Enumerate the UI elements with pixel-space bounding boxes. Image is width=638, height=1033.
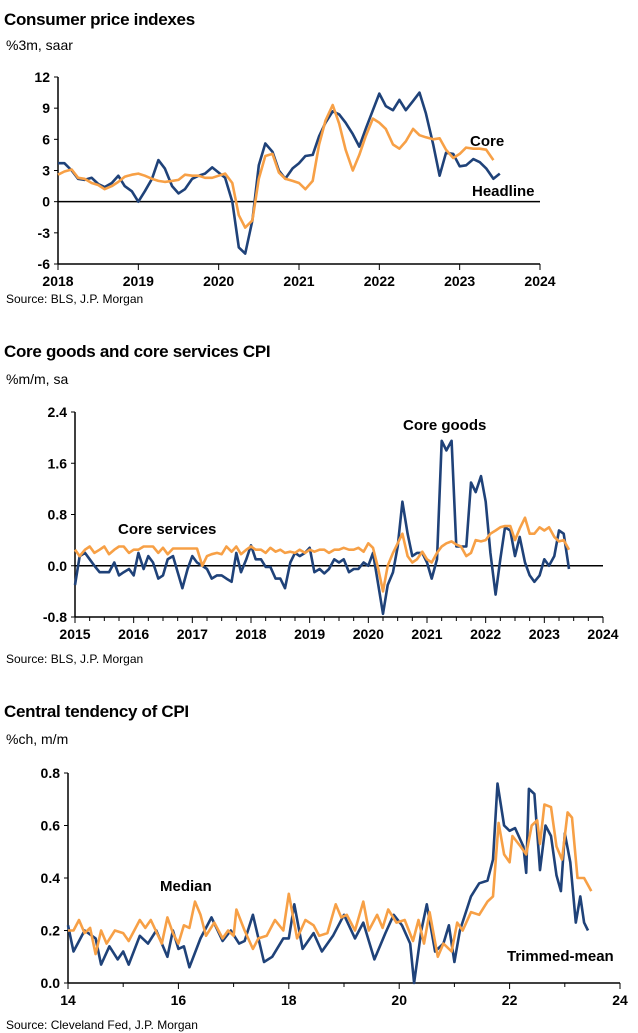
x-tick-label: 2024 xyxy=(587,626,618,642)
x-tick-label: 2023 xyxy=(529,626,560,642)
x-tick-label: 14 xyxy=(60,992,76,1008)
x-tick-label: 2021 xyxy=(283,273,314,289)
chart1-title: Consumer price indexes xyxy=(4,10,195,29)
series-line-core-services xyxy=(73,516,571,593)
y-tick-label: 0.0 xyxy=(48,558,68,574)
x-tick-label: 2018 xyxy=(42,273,73,289)
series-line-median xyxy=(68,803,593,959)
series-line-trimmed-mean xyxy=(66,782,590,985)
y-tick-label: 12 xyxy=(34,69,50,85)
y-tick-label: 0.2 xyxy=(41,923,61,939)
x-tick-label: 18 xyxy=(281,992,297,1008)
y-tick-label: 1.6 xyxy=(48,455,68,471)
x-tick-label: 2024 xyxy=(524,273,555,289)
y-tick-label: 0.8 xyxy=(41,765,61,781)
y-tick-label: 0.6 xyxy=(41,818,61,834)
series-label: Core goods xyxy=(403,417,486,434)
x-tick-label: 2018 xyxy=(235,626,266,642)
x-tick-label: 2019 xyxy=(294,626,325,642)
x-tick-label: 16 xyxy=(171,992,187,1008)
x-tick-label: 20 xyxy=(391,992,407,1008)
series-line-core xyxy=(57,103,495,229)
series-line-core-goods xyxy=(73,439,571,616)
x-tick-label: 2015 xyxy=(59,626,90,642)
y-tick-label: 6 xyxy=(42,131,50,147)
y-tick-label: -3 xyxy=(38,225,51,241)
x-tick-label: 22 xyxy=(502,992,518,1008)
series-label: Median xyxy=(160,878,212,895)
y-tick-label: 0.4 xyxy=(41,870,61,886)
chart-consumer-price-indexes: -6 -3 0 3 6 9 12 2018 2019 2020 2021 2022 2023 2024 Co… xyxy=(34,69,555,289)
chart3-subtitle: %ch, m/m xyxy=(6,731,69,747)
y-tick-label: 0 xyxy=(42,194,50,210)
chart1-subtitle: %3m, saar xyxy=(6,37,73,53)
chart-central-tendency: 0.0 0.2 0.4 0.6 0.8 14 16 18 20 22 24 Median Trimmed… xyxy=(41,765,628,1008)
chart2-subtitle: %m/m, sa xyxy=(6,371,69,387)
chart1-source: Source: BLS, J.P. Morgan xyxy=(6,292,144,306)
y-tick-label: -6 xyxy=(38,256,51,272)
y-tick-label: 0.0 xyxy=(41,975,61,991)
chart3-title: Central tendency of CPI xyxy=(4,702,189,721)
y-tick-label: 0.8 xyxy=(48,507,68,523)
x-tick-label: 2017 xyxy=(177,626,208,642)
chart2-title: Core goods and core services CPI xyxy=(4,342,271,361)
y-tick-label: -0.8 xyxy=(43,609,67,625)
x-tick-label: 2020 xyxy=(353,626,384,642)
series-label: Core xyxy=(470,133,504,150)
series-label: Headline xyxy=(472,183,535,200)
x-tick-label: 2023 xyxy=(444,273,475,289)
chart-core-goods-services: -0.8 0.0 0.8 1.6 2.4 2015 2016 2017 2018 2019 2020… xyxy=(43,404,619,642)
y-tick-label: 3 xyxy=(42,163,50,179)
chart3-source: Source: Cleveland Fed, J.P. Morgan xyxy=(6,1018,198,1032)
x-tick-label: 2022 xyxy=(364,273,395,289)
chart2-source: Source: BLS, J.P. Morgan xyxy=(6,652,144,666)
series-label: Core services xyxy=(118,521,216,538)
x-tick-label: 24 xyxy=(612,992,628,1008)
y-tick-label: 2.4 xyxy=(48,404,68,420)
x-tick-label: 2016 xyxy=(118,626,149,642)
series-label: Trimmed-mean xyxy=(507,948,614,965)
x-tick-label: 2020 xyxy=(203,273,234,289)
x-tick-label: 2019 xyxy=(123,273,154,289)
x-tick-label: 2022 xyxy=(470,626,501,642)
y-tick-label: 9 xyxy=(42,100,50,116)
x-tick-label: 2021 xyxy=(411,626,442,642)
